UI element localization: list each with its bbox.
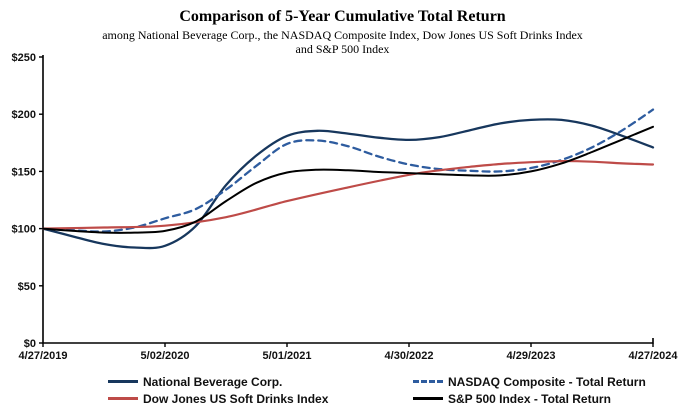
svg-text:4/30/2022: 4/30/2022 [385, 350, 434, 362]
chart-title: Comparison of 5-Year Cumulative Total Re… [179, 8, 506, 25]
svg-text:$250: $250 [12, 52, 36, 64]
line-chart-canvas: $0 $50 $100 $150 $200 $250 4/27/2019 5/02/2020 5… [12, 52, 679, 362]
svg-text:$100: $100 [12, 224, 36, 236]
legend-swatch-nasdaq-composite [413, 380, 443, 384]
svg-text:$0: $0 [24, 338, 36, 350]
svg-text:4/27/2024: 4/27/2024 [629, 350, 679, 362]
svg-text:5/01/2021: 5/01/2021 [263, 350, 312, 362]
svg-text:4/29/2023: 4/29/2023 [507, 350, 556, 362]
chart-subtitle-line2: and S&P 500 Index [295, 42, 390, 56]
legend-swatch-dow-jones-soft-drinks [108, 397, 138, 401]
legend-item-dow-jones-soft-drinks: Dow Jones US Soft Drinks Index [108, 392, 328, 406]
svg-text:$50: $50 [18, 281, 36, 293]
legend-label: NASDAQ Composite - Total Return [448, 375, 646, 389]
svg-text:5/02/2020: 5/02/2020 [141, 350, 190, 362]
svg-text:$200: $200 [12, 109, 36, 121]
legend-item-nasdaq-composite: NASDAQ Composite - Total Return [413, 375, 646, 389]
legend-item-national-beverage: National Beverage Corp. [108, 375, 282, 389]
legend-label: Dow Jones US Soft Drinks Index [143, 392, 329, 406]
svg-text:4/27/2019: 4/27/2019 [19, 350, 68, 362]
legend-swatch-sp500 [413, 397, 443, 401]
legend-swatch-national-beverage [108, 380, 138, 384]
svg-text:$150: $150 [12, 166, 36, 178]
chart-subtitle-line1: among National Beverage Corp., the NASDA… [102, 28, 583, 42]
legend-item-sp500: S&P 500 Index - Total Return [413, 392, 611, 406]
legend-label: National Beverage Corp. [143, 375, 283, 389]
legend-label: S&P 500 Index - Total Return [448, 392, 611, 406]
